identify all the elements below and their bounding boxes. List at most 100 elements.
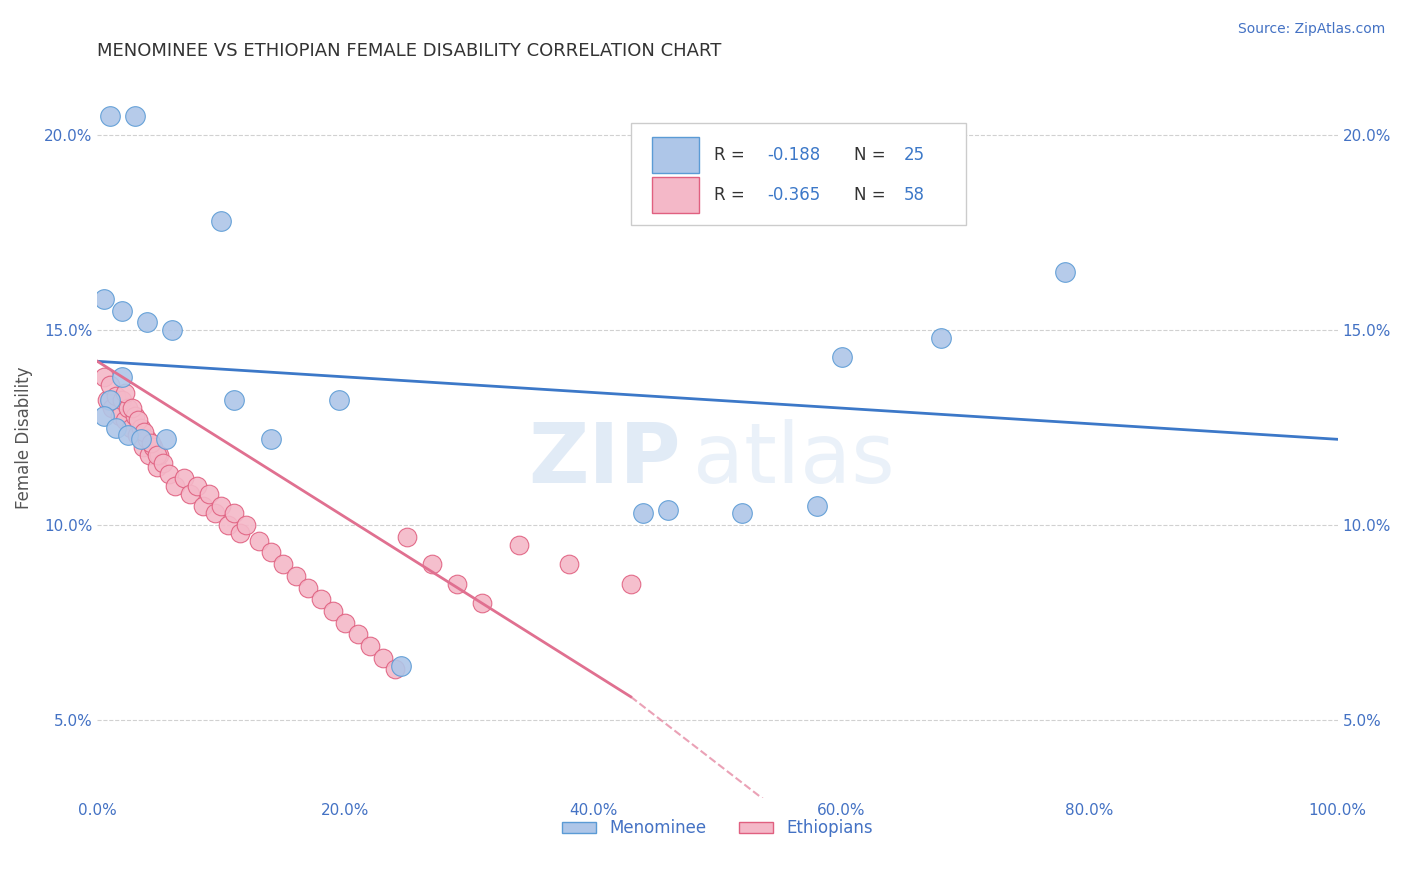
Point [93,370,115,384]
Point [198,487,221,501]
Point [136,315,159,329]
Point [142,440,165,454]
Point [155,433,177,447]
Point [191,499,214,513]
Point [138,448,160,462]
Point [209,499,232,513]
Point [186,479,208,493]
Point [134,425,156,439]
Point [111,303,134,318]
Text: 25: 25 [904,146,925,164]
Legend: Menominee, Ethiopians: Menominee, Ethiopians [555,813,879,844]
Y-axis label: Female Disability: Female Disability [15,366,32,508]
Point [98,377,121,392]
Point [359,639,381,653]
Point [328,393,350,408]
Point [806,499,828,513]
Point [284,569,307,583]
Point [831,351,853,365]
Point [160,323,183,337]
Point [101,401,124,416]
Point [173,471,195,485]
Point [235,518,257,533]
Point [98,109,121,123]
Point [157,467,180,482]
Point [146,459,169,474]
Text: atlas: atlas [693,418,894,500]
Point [396,530,419,544]
Point [117,428,139,442]
Text: MENOMINEE VS ETHIOPIAN FEMALE DISABILITY CORRELATION CHART: MENOMINEE VS ETHIOPIAN FEMALE DISABILITY… [97,42,721,60]
Point [309,592,332,607]
Text: -0.188: -0.188 [768,146,821,164]
Point [129,420,152,434]
Point [209,214,232,228]
Point [124,409,146,423]
Point [620,576,643,591]
Point [114,385,136,400]
Text: R =: R = [714,186,749,203]
Point [260,433,283,447]
Point [96,393,118,408]
Point [120,420,142,434]
Point [146,448,169,462]
Text: Source: ZipAtlas.com: Source: ZipAtlas.com [1237,22,1385,37]
Point [557,557,579,571]
Text: N =: N = [853,146,891,164]
Point [371,650,394,665]
Point [446,576,468,591]
Point [384,662,406,676]
Point [631,507,654,521]
Point [273,557,295,571]
Point [731,507,754,521]
Point [1053,264,1076,278]
Point [297,581,319,595]
Text: ZIP: ZIP [527,418,681,500]
Point [111,393,134,408]
Point [104,420,127,434]
Point [148,448,170,462]
Point [222,393,245,408]
Point [117,401,139,416]
Point [108,409,131,423]
Point [121,401,143,416]
Point [471,596,494,610]
Point [124,109,146,123]
Point [165,479,187,493]
Point [657,502,679,516]
Point [420,557,443,571]
Point [389,658,412,673]
Point [127,413,149,427]
Point [136,433,159,447]
Point [98,393,121,408]
Point [347,627,370,641]
Point [125,428,148,442]
Point [139,436,162,450]
Point [114,413,136,427]
Point [929,331,952,345]
Text: -0.365: -0.365 [768,186,821,203]
Point [93,409,115,423]
Point [93,292,115,306]
Point [322,604,344,618]
Point [247,533,270,548]
Point [229,525,252,540]
Bar [652,177,699,212]
Bar [652,137,699,173]
Point [152,456,174,470]
Point [222,507,245,521]
Point [132,440,155,454]
Point [335,615,357,630]
Point [111,370,134,384]
Point [508,538,530,552]
Text: 58: 58 [904,186,925,203]
Text: R =: R = [714,146,749,164]
Point [260,545,283,559]
Point [129,433,152,447]
Point [217,518,239,533]
Point [179,487,201,501]
FancyBboxPatch shape [631,123,966,225]
Text: N =: N = [853,186,891,203]
Point [204,507,226,521]
Point [104,389,127,403]
